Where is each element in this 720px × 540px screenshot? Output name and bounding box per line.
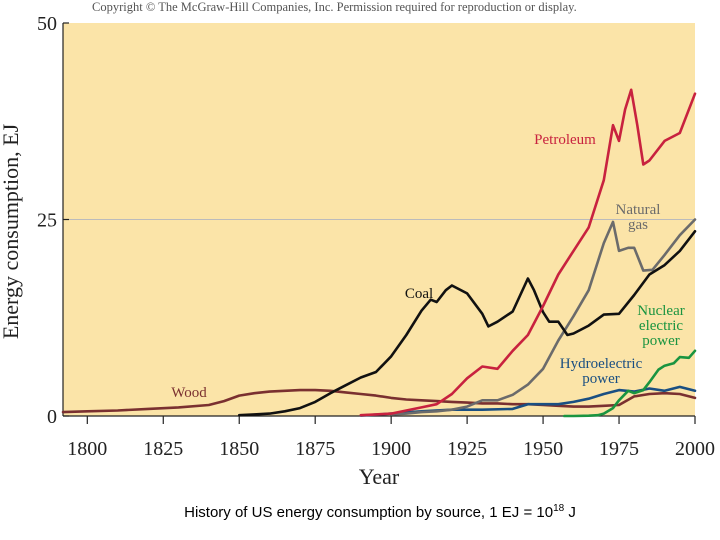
y-axis-label: Energy consumption, EJ [0, 123, 23, 339]
figure-caption: History of US energy consumption by sour… [0, 503, 720, 521]
series-line-nuclear-electric-power [562, 349, 697, 418]
caption-suffix: J [564, 504, 576, 521]
annotation-line: power [642, 333, 680, 349]
annotation-line: gas [628, 217, 648, 233]
x-tick-label: 1975 [599, 438, 639, 460]
series-line-natural-gas [389, 218, 697, 416]
annotation-nuclear-electric-power: Nuclear electric power [637, 303, 684, 349]
x-axis-label: Year [359, 464, 400, 489]
x-tick-label: 1925 [447, 438, 487, 460]
x-tick-label: 1950 [523, 438, 563, 460]
y-tick-label: 0 [47, 406, 57, 428]
annotation-line: Nuclear [637, 303, 684, 319]
annotation-line: power [582, 371, 620, 387]
annotation-coal: Coal [405, 286, 433, 302]
annotation-line: Natural [616, 202, 661, 218]
annotation-line: Hydroelectric [560, 356, 643, 372]
caption-text: History of US energy consumption by sour… [184, 504, 554, 521]
y-tick-label: 25 [37, 210, 57, 232]
copyright-notice: Copyright © The McGraw-Hill Companies, I… [92, 0, 577, 14]
x-tick-label: 1825 [143, 438, 183, 460]
annotation-natural-gas: Natural gas [616, 202, 661, 233]
x-tick-label: 1875 [295, 438, 335, 460]
annotation-line: electric [639, 318, 683, 334]
x-tick-label: 2000 [675, 438, 715, 460]
series-line-petroleum [359, 88, 697, 417]
series-line-wood [61, 388, 697, 414]
annotation-line: Wood [171, 385, 207, 401]
annotation-line: Coal [405, 286, 433, 302]
x-tick-label: 1850 [219, 438, 259, 460]
y-tick-label: 50 [37, 13, 57, 35]
caption-superscript: 18 [553, 503, 565, 514]
annotation-hydroelectric-power: Hydroelectric power [560, 356, 643, 387]
annotation-wood: Wood [171, 385, 207, 401]
series-line-coal [237, 230, 697, 417]
x-tick-label: 1800 [67, 438, 107, 460]
annotation-line: Petroleum [534, 132, 596, 148]
annotation-petroleum: Petroleum [534, 132, 596, 148]
x-tick-label: 1900 [371, 438, 411, 460]
